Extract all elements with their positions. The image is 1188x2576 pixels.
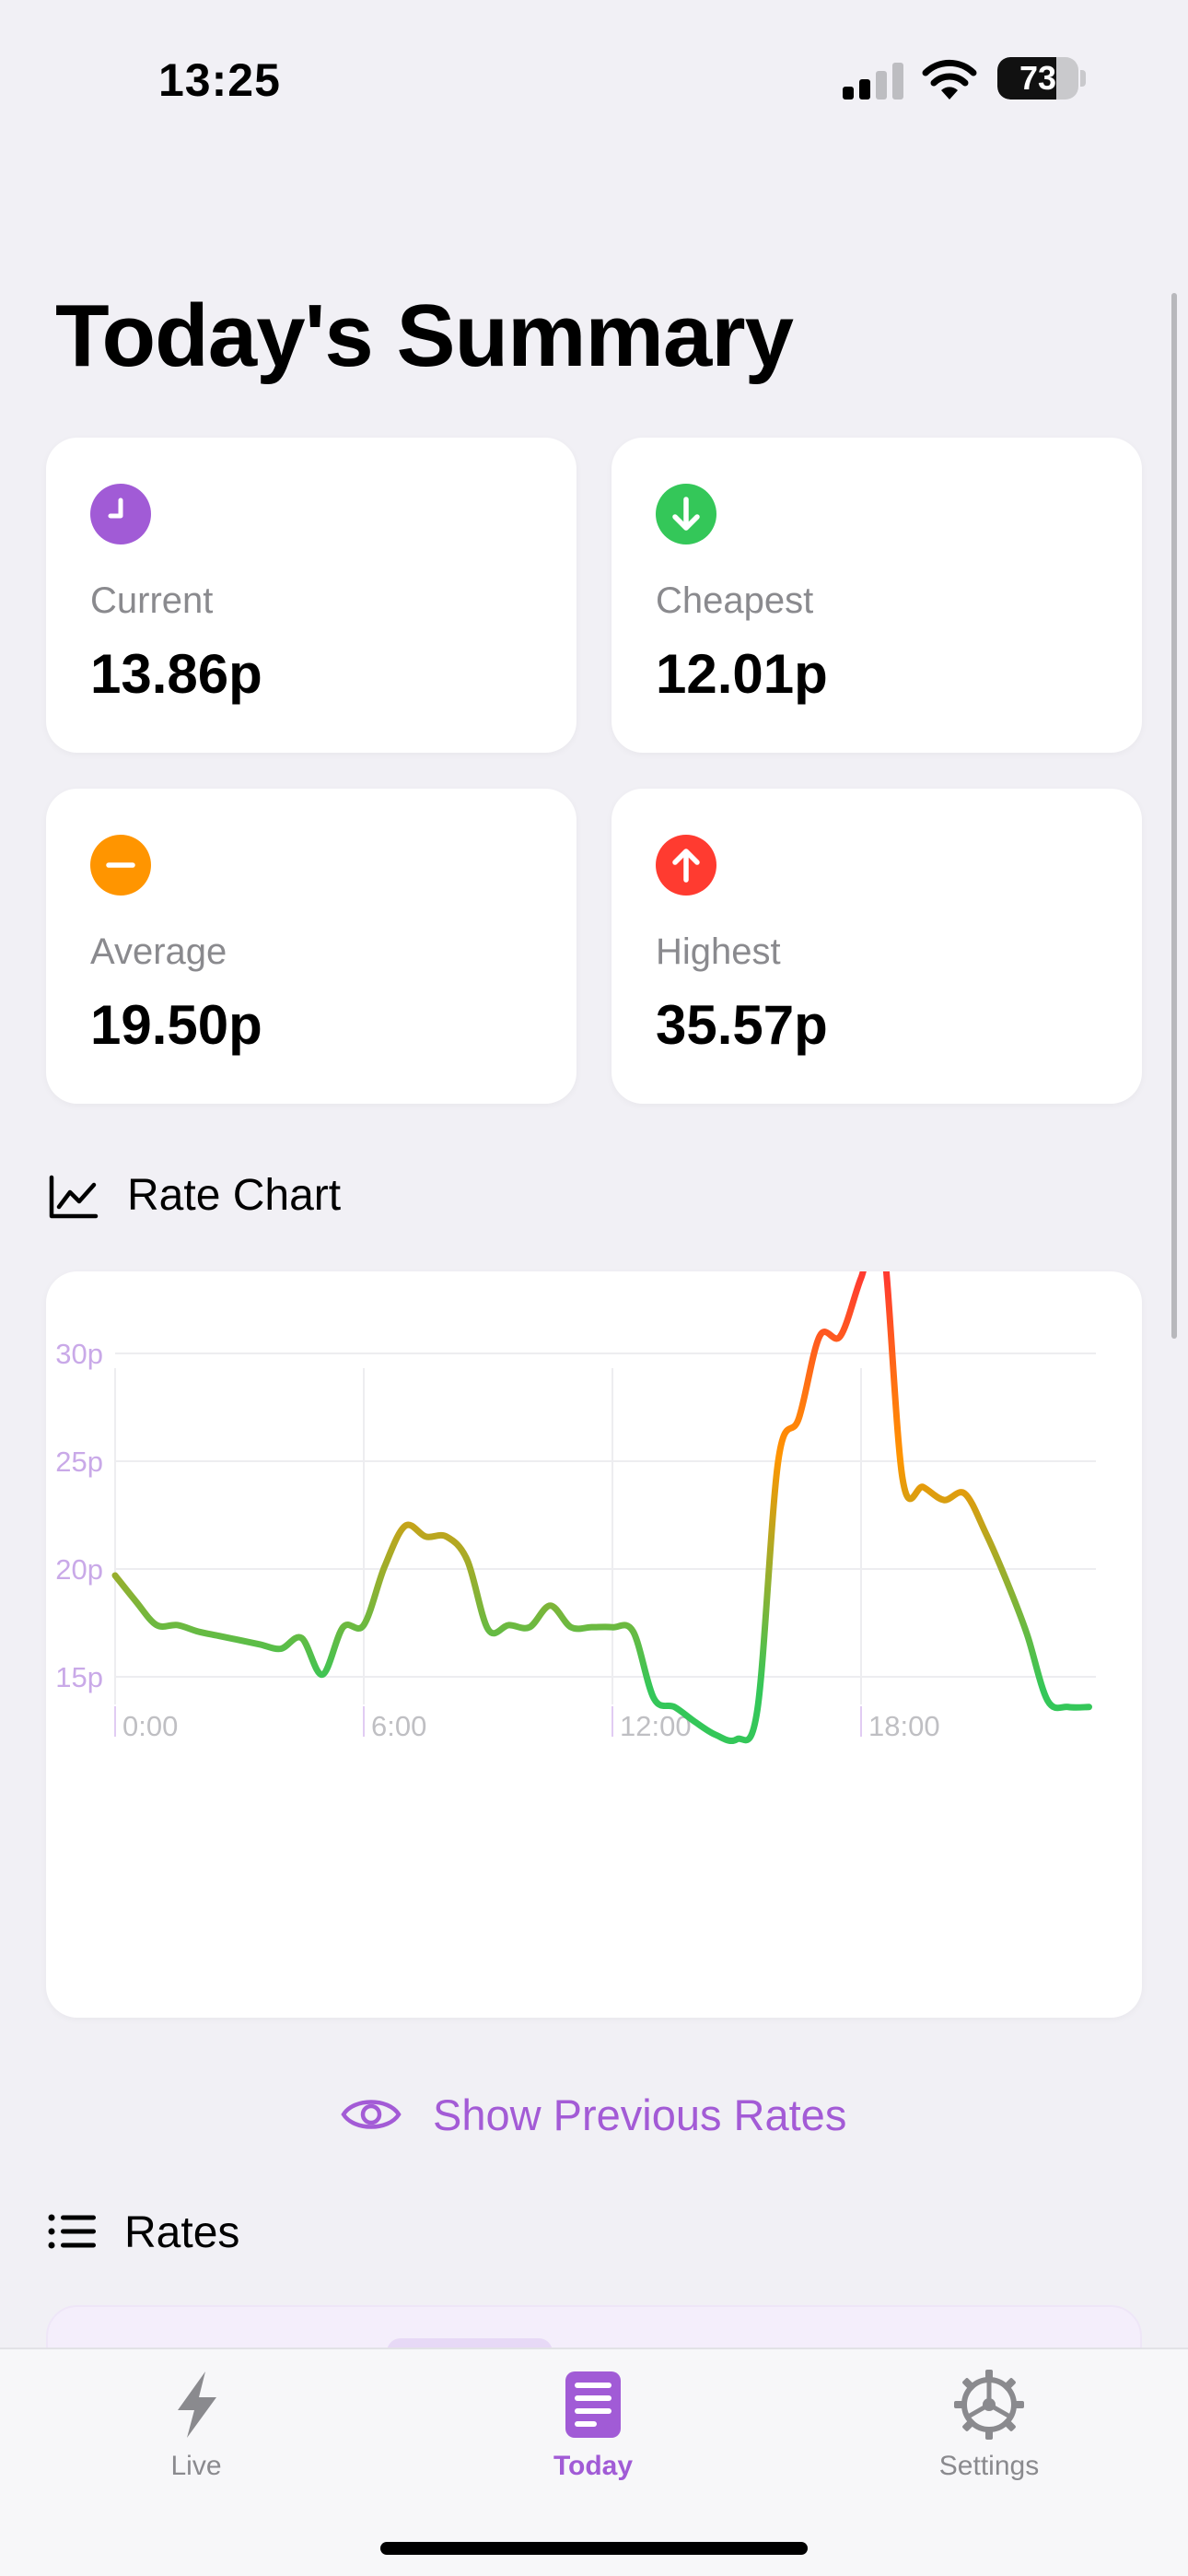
stat-card-highest: Highest 35.57p xyxy=(611,789,1142,1104)
clock-icon xyxy=(90,484,151,544)
section-title-rate-chart: Rate Chart xyxy=(127,1171,342,1220)
battery-fill xyxy=(997,57,1057,100)
x-tick-label: 6:00 xyxy=(371,1710,426,1742)
stat-label: Current xyxy=(90,580,214,621)
y-tick-label: 30p xyxy=(55,1338,103,1370)
arrow-down-icon xyxy=(656,484,716,544)
tab-bar: Live Today Setting xyxy=(0,2348,1188,2576)
wifi-icon xyxy=(922,59,977,100)
y-tick-label: 15p xyxy=(55,1661,103,1693)
y-tick-label: 25p xyxy=(55,1446,103,1478)
home-indicator[interactable] xyxy=(380,2542,808,2555)
tab-label: Live xyxy=(170,2451,222,2481)
stat-value: 13.86p xyxy=(90,643,262,705)
battery-level: 73 xyxy=(1019,59,1057,97)
tab-settings[interactable]: Settings xyxy=(869,2349,1109,2524)
scrollbar[interactable] xyxy=(1171,293,1177,1339)
stat-value: 12.01p xyxy=(656,643,828,705)
stat-value: 19.50p xyxy=(90,994,262,1056)
status-time: 13:25 xyxy=(158,54,281,106)
show-previous-rates-label: Show Previous Rates xyxy=(433,2090,847,2139)
stat-label: Average xyxy=(90,931,227,972)
battery-indicator: 73 xyxy=(997,57,1086,100)
page-title: Today's Summary xyxy=(55,287,794,385)
cellular-signal-icon xyxy=(843,63,903,100)
tab-live[interactable]: Live xyxy=(76,2349,316,2524)
stat-label: Cheapest xyxy=(656,580,814,621)
tab-today[interactable]: Today xyxy=(473,2349,713,2524)
show-previous-rates-button[interactable]: Show Previous Rates xyxy=(341,2084,846,2145)
stat-card-cheapest: Cheapest 12.01p xyxy=(611,438,1142,753)
gear-icon xyxy=(954,2370,1024,2440)
stat-value: 35.57p xyxy=(656,994,828,1056)
list-icon xyxy=(48,2214,96,2249)
document-icon xyxy=(565,2371,621,2438)
eye-icon xyxy=(341,2100,402,2129)
bolt-icon xyxy=(178,2371,216,2438)
x-tick-label: 0:00 xyxy=(122,1710,178,1742)
x-tick-label: 12:00 xyxy=(620,1710,692,1742)
rate-series-line xyxy=(111,1220,1092,1745)
stat-card-average: Average 19.50p xyxy=(46,789,577,1104)
x-tick-label: 18:00 xyxy=(868,1710,940,1742)
tab-label: Settings xyxy=(938,2451,1040,2481)
tab-label: Today xyxy=(553,2451,634,2481)
minus-icon xyxy=(90,835,151,896)
line-chart-icon xyxy=(49,1175,99,1219)
arrow-up-icon xyxy=(656,835,716,896)
stat-card-current: Current 13.86p xyxy=(46,438,577,753)
stat-label: Highest xyxy=(656,931,781,972)
y-tick-label: 20p xyxy=(55,1553,103,1586)
section-title-rates: Rates xyxy=(124,2208,240,2257)
